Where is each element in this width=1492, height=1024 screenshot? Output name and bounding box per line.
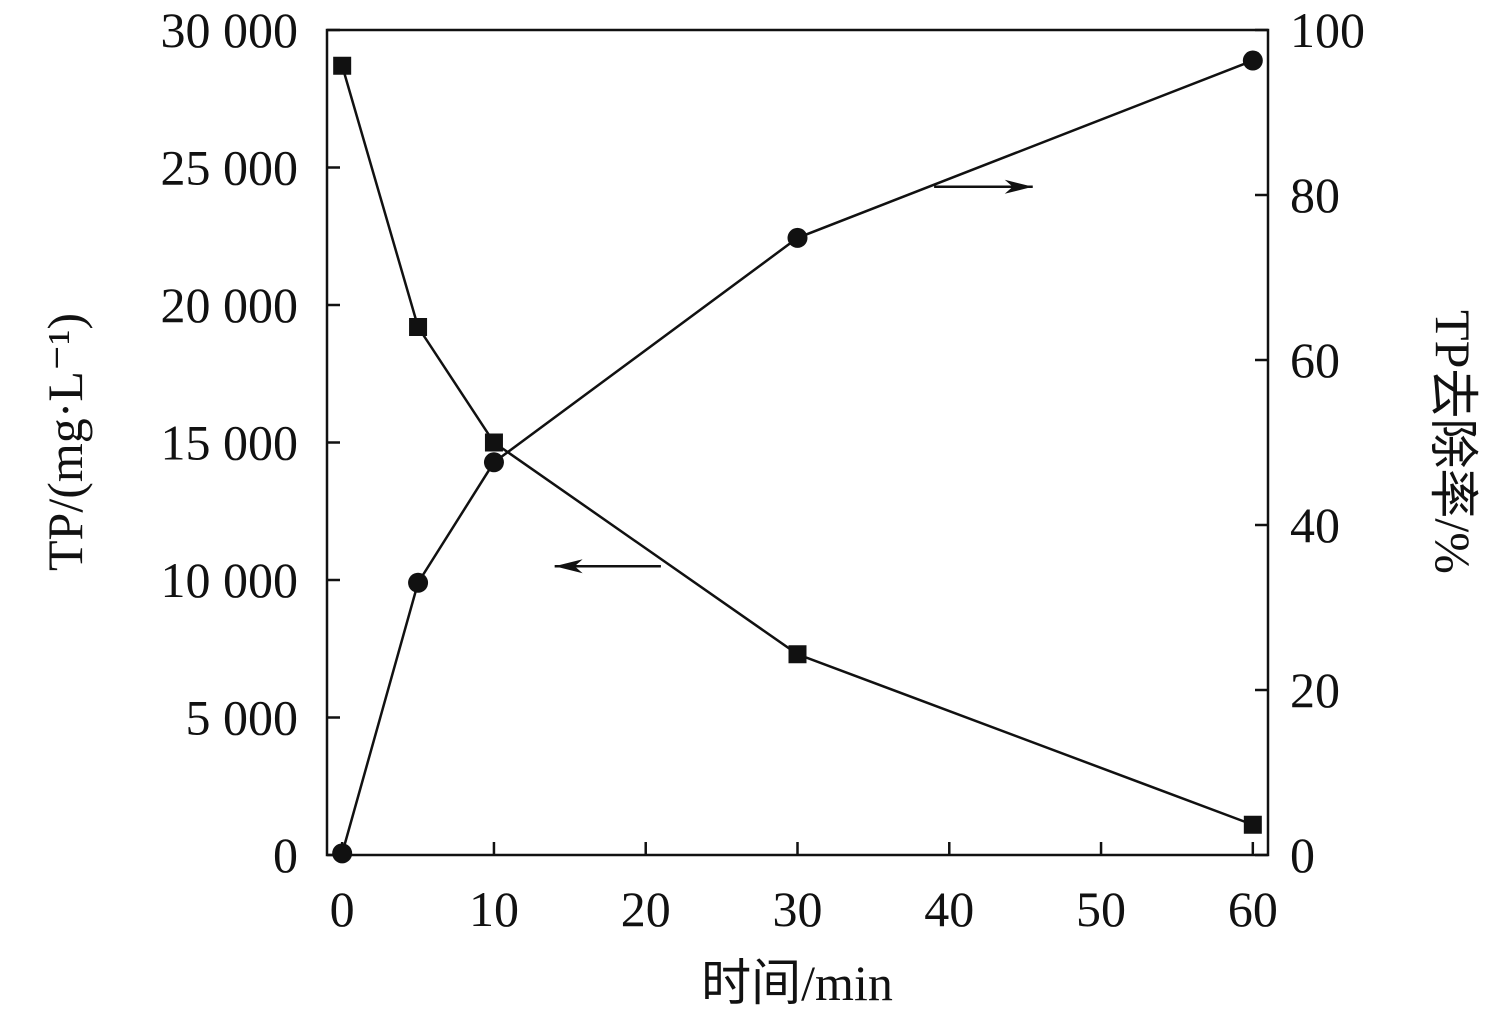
annotation-arrow-head xyxy=(554,559,583,574)
y-right-tick-label: 20 xyxy=(1290,662,1340,718)
x-tick-labels: 0 10 20 30 40 50 60 xyxy=(330,881,1278,937)
series-2-line xyxy=(340,59,1254,854)
x-tick-label: 20 xyxy=(621,881,671,937)
y-right-tick-label: 60 xyxy=(1290,332,1340,388)
annotation-arrows xyxy=(554,179,1033,574)
plot-frame xyxy=(325,28,1270,857)
y-right-tick-label: 100 xyxy=(1290,2,1365,58)
series-lines xyxy=(340,59,1254,854)
x-tick-label: 50 xyxy=(1076,881,1126,937)
x-tick-label: 60 xyxy=(1228,881,1278,937)
y-right-tick-label: 40 xyxy=(1290,497,1340,553)
x-tick-label: 0 xyxy=(330,881,355,937)
y-left-tick-label: 15 000 xyxy=(161,415,299,471)
series-2-point xyxy=(332,843,353,864)
y-right-tick-labels: 0 20 40 60 80 100 xyxy=(1290,2,1365,883)
series-1-point xyxy=(333,56,352,75)
y-left-tick-label: 25 000 xyxy=(161,140,299,196)
x-axis-title: 时间/min xyxy=(701,955,893,1011)
series-1-point xyxy=(409,318,428,336)
y-left-tick-label: 0 xyxy=(273,827,298,883)
y-left-tick-label: 5 000 xyxy=(186,690,299,746)
y-left-tick-label: 30 000 xyxy=(161,2,299,58)
y-right-tick-label: 0 xyxy=(1290,827,1315,883)
series-markers xyxy=(332,50,1263,864)
y-right-axis-title: TP去除率/% xyxy=(1425,310,1481,574)
annotation-arrow-head xyxy=(1004,179,1033,194)
y-left-tick-label: 20 000 xyxy=(161,277,299,333)
y-right-tick-label: 80 xyxy=(1290,167,1340,223)
series-1-point xyxy=(788,645,807,664)
x-tick-label: 40 xyxy=(924,881,974,937)
y-left-tick-labels: 0 5 000 10 000 15 000 20 000 25 000 30 000 xyxy=(161,2,299,883)
series-1-point xyxy=(484,433,503,452)
x-tick-label: 30 xyxy=(773,881,823,937)
tick-marks xyxy=(327,28,1268,857)
series-2-point xyxy=(408,572,429,593)
series-2-point xyxy=(1242,50,1263,71)
x-tick-label: 10 xyxy=(469,881,519,937)
y-left-tick-label: 10 000 xyxy=(161,552,299,608)
series-1-point xyxy=(1243,815,1262,834)
series-2-point xyxy=(787,227,808,248)
y-left-axis-title: TP/(mg·L⁻¹) xyxy=(37,313,93,571)
series-2-point xyxy=(483,452,504,473)
series-1-line xyxy=(340,65,1254,826)
